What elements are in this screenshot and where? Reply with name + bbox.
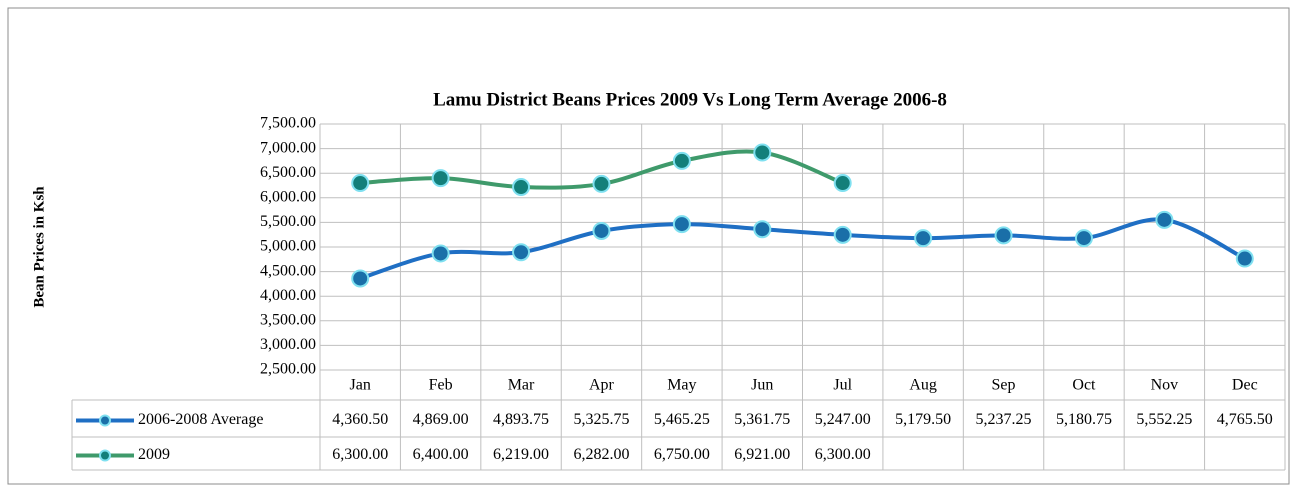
table-value: 5,180.75: [1056, 411, 1112, 428]
table-value: 4,869.00: [413, 411, 469, 428]
y-tick-label: 4,500.00: [260, 262, 316, 279]
marker: [994, 226, 1013, 245]
table-value: 4,765.50: [1217, 411, 1273, 428]
y-tick-label: 3,000.00: [260, 336, 316, 353]
table-value: 6,400.00: [413, 446, 469, 463]
y-tick-label: 5,500.00: [260, 213, 316, 230]
y-tick-label: 6,500.00: [260, 164, 316, 181]
chart-title: Lamu District Beans Prices 2009 Vs Long …: [433, 89, 947, 110]
table-value: 5,237.25: [976, 411, 1032, 428]
y-tick-label: 7,000.00: [260, 139, 316, 156]
legend-label: 2006-2008 Average: [138, 411, 263, 428]
x-tick-label: May: [667, 377, 696, 394]
marker: [672, 151, 691, 170]
table-value: 5,179.50: [895, 411, 951, 428]
marker: [753, 143, 772, 162]
y-tick-label: 3,500.00: [260, 311, 316, 328]
marker: [431, 244, 450, 263]
x-tick-label: Mar: [508, 377, 535, 394]
marker: [1235, 249, 1254, 268]
marker: [431, 169, 450, 188]
y-tick-label: 4,000.00: [260, 287, 316, 304]
table-value: 5,325.75: [573, 411, 629, 428]
legend-label: 2009: [138, 446, 170, 463]
table-value: 6,300.00: [815, 446, 871, 463]
marker: [914, 229, 933, 248]
x-tick-label: Apr: [589, 377, 615, 394]
series-line: [358, 217, 1247, 281]
table-value: 4,893.75: [493, 411, 549, 428]
x-tick-label: Jun: [751, 377, 773, 394]
table-value: 6,921.00: [734, 446, 790, 463]
marker: [753, 220, 772, 239]
x-tick-label: Jul: [833, 377, 852, 394]
marker: [512, 178, 531, 197]
marker: [1155, 210, 1174, 229]
x-tick-label: Feb: [429, 377, 453, 394]
y-axis-label: Bean Prices in Ksh: [31, 186, 47, 308]
y-tick-label: 6,000.00: [260, 188, 316, 205]
marker: [1074, 229, 1093, 248]
x-tick-label: Sep: [992, 377, 1016, 394]
marker: [592, 174, 611, 193]
legend-marker: [99, 414, 111, 427]
table-value: 5,361.75: [734, 411, 790, 428]
marker: [672, 215, 691, 234]
marker: [833, 174, 852, 193]
x-tick-label: Dec: [1232, 377, 1258, 394]
table-value: 6,750.00: [654, 446, 710, 463]
x-tick-label: Jan: [350, 377, 371, 394]
table-value: 5,465.25: [654, 411, 710, 428]
x-tick-label: Aug: [909, 377, 937, 394]
legend-marker: [99, 449, 111, 462]
chart-frame: [7, 7, 1290, 485]
x-tick-label: Nov: [1151, 377, 1179, 394]
table-value: 6,282.00: [573, 446, 629, 463]
y-tick-label: 2,500.00: [260, 361, 316, 378]
x-tick-label: Oct: [1072, 377, 1096, 394]
table-value: 5,552.25: [1136, 411, 1192, 428]
marker: [512, 243, 531, 262]
y-tick-label: 7,500.00: [260, 115, 316, 132]
marker: [351, 174, 370, 193]
table-value: 6,300.00: [332, 446, 388, 463]
marker: [833, 225, 852, 244]
marker: [592, 221, 611, 240]
marker: [351, 269, 370, 288]
table-value: 6,219.00: [493, 446, 549, 463]
table-value: 5,247.00: [815, 411, 871, 428]
table-value: 4,360.50: [332, 411, 388, 428]
y-tick-label: 5,000.00: [260, 238, 316, 255]
